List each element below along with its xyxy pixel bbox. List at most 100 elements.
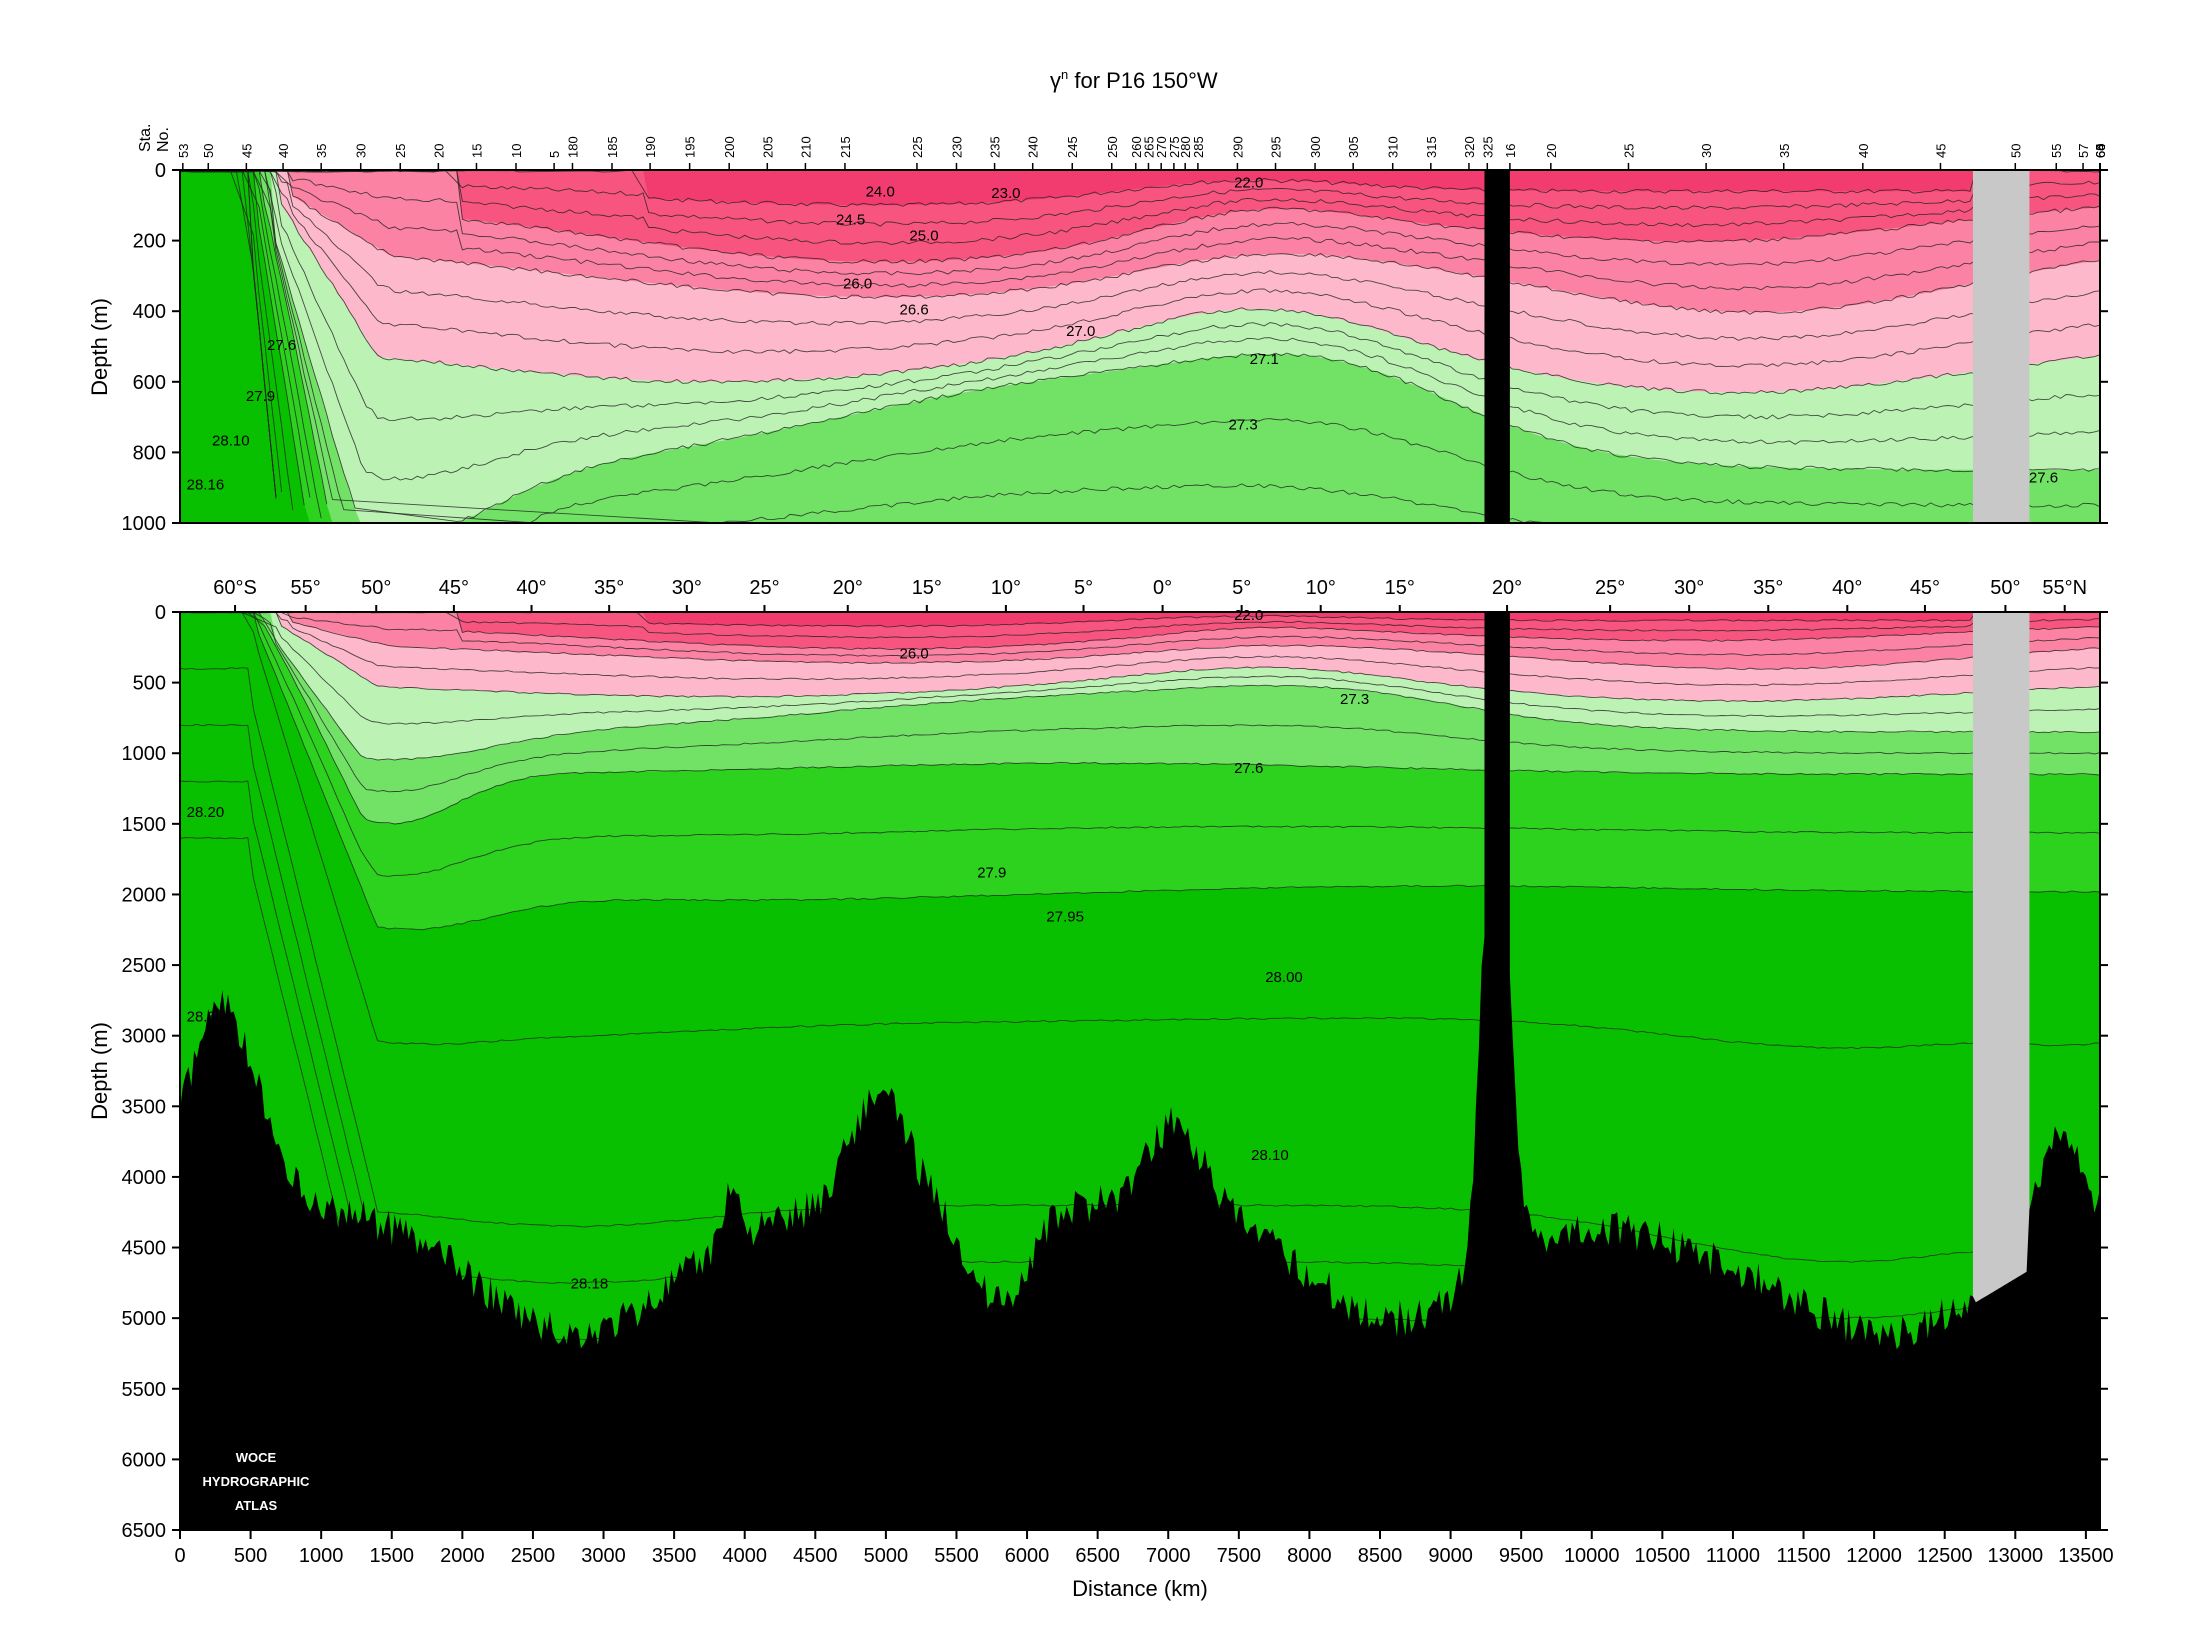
lat-tick-label: 15°: [912, 577, 942, 599]
station-tick-label: 295: [1269, 136, 1284, 158]
contour-label: 27.6: [2029, 469, 2058, 486]
station-tick-label: 25: [393, 144, 408, 158]
contour-label: 27.1: [1250, 351, 1279, 368]
contour-line: [179, 611, 2101, 703]
x-tick-label: 3500: [652, 1545, 697, 1567]
no-data-grey-zone: [1972, 170, 2030, 523]
contour-line: [185, 611, 2101, 639]
y-tick-label: 2500: [122, 955, 167, 977]
lat-tick-label: 35°: [1753, 577, 1783, 599]
station-tick-label: 210: [798, 136, 813, 158]
x-tick-label: 7000: [1146, 1545, 1191, 1567]
contour-label: 28.20: [187, 804, 225, 821]
contour-line: [179, 170, 2101, 368]
lower-x-axis: 0 500 1000 1500 2000 2500 3000 3500 4000 4500 5000…: [174, 1530, 2114, 1567]
station-tick-label: 195: [683, 136, 698, 158]
station-tick-label: 315: [1424, 136, 1439, 158]
x-tick-label: 4000: [722, 1545, 767, 1567]
contour-label: 28.10: [1251, 1147, 1289, 1164]
x-tick-label: 8500: [1358, 1545, 1403, 1567]
station-tick-label: 240: [1026, 136, 1041, 158]
contour-line: [179, 611, 2101, 931]
station-axis-label-no: No.: [155, 127, 172, 152]
lower-plot-frame: [179, 611, 2101, 1531]
contour-line: [179, 611, 2101, 657]
x-tick-label: 12500: [1917, 1545, 1973, 1567]
lat-tick-label: 50°: [361, 577, 391, 599]
upper-y-axis: 0 200 400 600 800 1000: [122, 160, 2108, 535]
lat-tick-label: 25°: [749, 577, 779, 599]
station-axis: 53 50 45 40 35 30 25 20 15 10 5 180 185 190 195 200 205 2…: [176, 136, 2108, 170]
station-tick-label: 50: [201, 144, 216, 158]
contour-label: 27.0: [1066, 323, 1095, 340]
station-tick-label: 185: [605, 136, 620, 158]
station-tick-label: 285: [1191, 136, 1206, 158]
x-tick-label: 10000: [1564, 1545, 1620, 1567]
x-tick-label: 1000: [299, 1545, 344, 1567]
station-tick-label: 65: [2093, 144, 2108, 158]
contour-line: [179, 169, 2101, 276]
station-tick-label: 35: [314, 144, 329, 158]
station-tick-label: 5: [547, 151, 562, 158]
contour-line: [179, 611, 2101, 671]
y-tick-label: 800: [133, 442, 166, 464]
contour-line: [191, 169, 2101, 524]
station-tick-label: 310: [1386, 136, 1401, 158]
y-tick-label: 2000: [122, 884, 167, 906]
latitude-axis: 60°S 55° 50° 45° 40° 35° 30° 25° 20° 15° 10° 5° 0° 5°…: [213, 577, 2087, 612]
y-tick-label: 0: [155, 160, 166, 182]
x-tick-label: 6500: [1075, 1545, 1120, 1567]
contour-label: 24.0: [866, 184, 895, 201]
y-tick-label: 0: [155, 602, 166, 624]
x-tick-label: 13000: [1987, 1545, 2043, 1567]
y-tick-label: 3000: [122, 1026, 167, 1048]
lat-tick-label: 5°: [1074, 577, 1093, 599]
y-tick-label: 1500: [122, 814, 167, 836]
contour-label: 28.00: [1265, 969, 1303, 986]
y-tick-label: 4000: [122, 1167, 167, 1189]
contour-line: [179, 169, 2101, 245]
contour-line: [179, 169, 2101, 395]
contour-label: 27.9: [246, 388, 275, 405]
contour-line: [191, 611, 2101, 687]
x-tick-label: 5500: [934, 1545, 979, 1567]
station-tick-label: 30: [1699, 144, 1714, 158]
station-tick-label: 270: [1154, 136, 1169, 158]
station-tick-label: 190: [643, 136, 658, 158]
x-tick-label: 500: [234, 1545, 267, 1567]
contour-line: [185, 611, 2101, 825]
contour-line: [179, 169, 2101, 341]
contour-line: [185, 169, 2101, 481]
contour-label: 22.0: [1234, 175, 1263, 192]
x-tick-label: 13500: [2058, 1545, 2114, 1567]
lower-contour-labels: 22.0 26.0 27.3 27.6 28.20 27.9 27.95 28.00 28.30…: [187, 607, 1370, 1293]
lat-tick-label: 40°: [1832, 577, 1862, 599]
logo-woce: WOCE: [236, 1450, 277, 1465]
lat-tick-label: 55°: [291, 577, 321, 599]
x-tick-label: 1500: [370, 1545, 415, 1567]
logo-hydrographic: HYDROGRAPHIC: [203, 1474, 311, 1489]
contour-label: 25.0: [909, 228, 938, 245]
station-tick-label: 235: [988, 136, 1003, 158]
lower-y-axis: 0 500 1000 1500 2000 2500 3000 3500 4000 4500 5000…: [122, 602, 2108, 1542]
station-tick-label: 200: [722, 136, 737, 158]
contour-line: [179, 169, 1547, 524]
station-tick-label: 180: [566, 136, 581, 158]
station-tick-label: 205: [760, 136, 775, 158]
lat-tick-label: 5°: [1232, 577, 1251, 599]
upper-contour-labels: 24.0 23.0 22.0 24.5 25.0 26.0 26.6 27.0 27.1 27.3…: [187, 175, 2058, 494]
station-tick-label: 325: [1480, 136, 1495, 158]
x-tick-label: 11000: [1706, 1545, 1760, 1567]
contour-line: [185, 169, 2101, 207]
station-tick-label: 20: [1544, 144, 1559, 158]
station-tick-label: 215: [838, 136, 853, 158]
density-band-i24: [180, 170, 2100, 206]
station-tick-label: 250: [1105, 136, 1120, 158]
y-tick-label: 5500: [122, 1379, 167, 1401]
logo-atlas: ATLAS: [235, 1498, 278, 1513]
station-tick-label: 64: [2093, 144, 2108, 158]
no-data-grey-zone: [1972, 612, 2030, 1305]
station-tick-label: 305: [1346, 136, 1361, 158]
x-tick-label: 6000: [1005, 1545, 1050, 1567]
y-tick-label: 3500: [122, 1096, 167, 1118]
